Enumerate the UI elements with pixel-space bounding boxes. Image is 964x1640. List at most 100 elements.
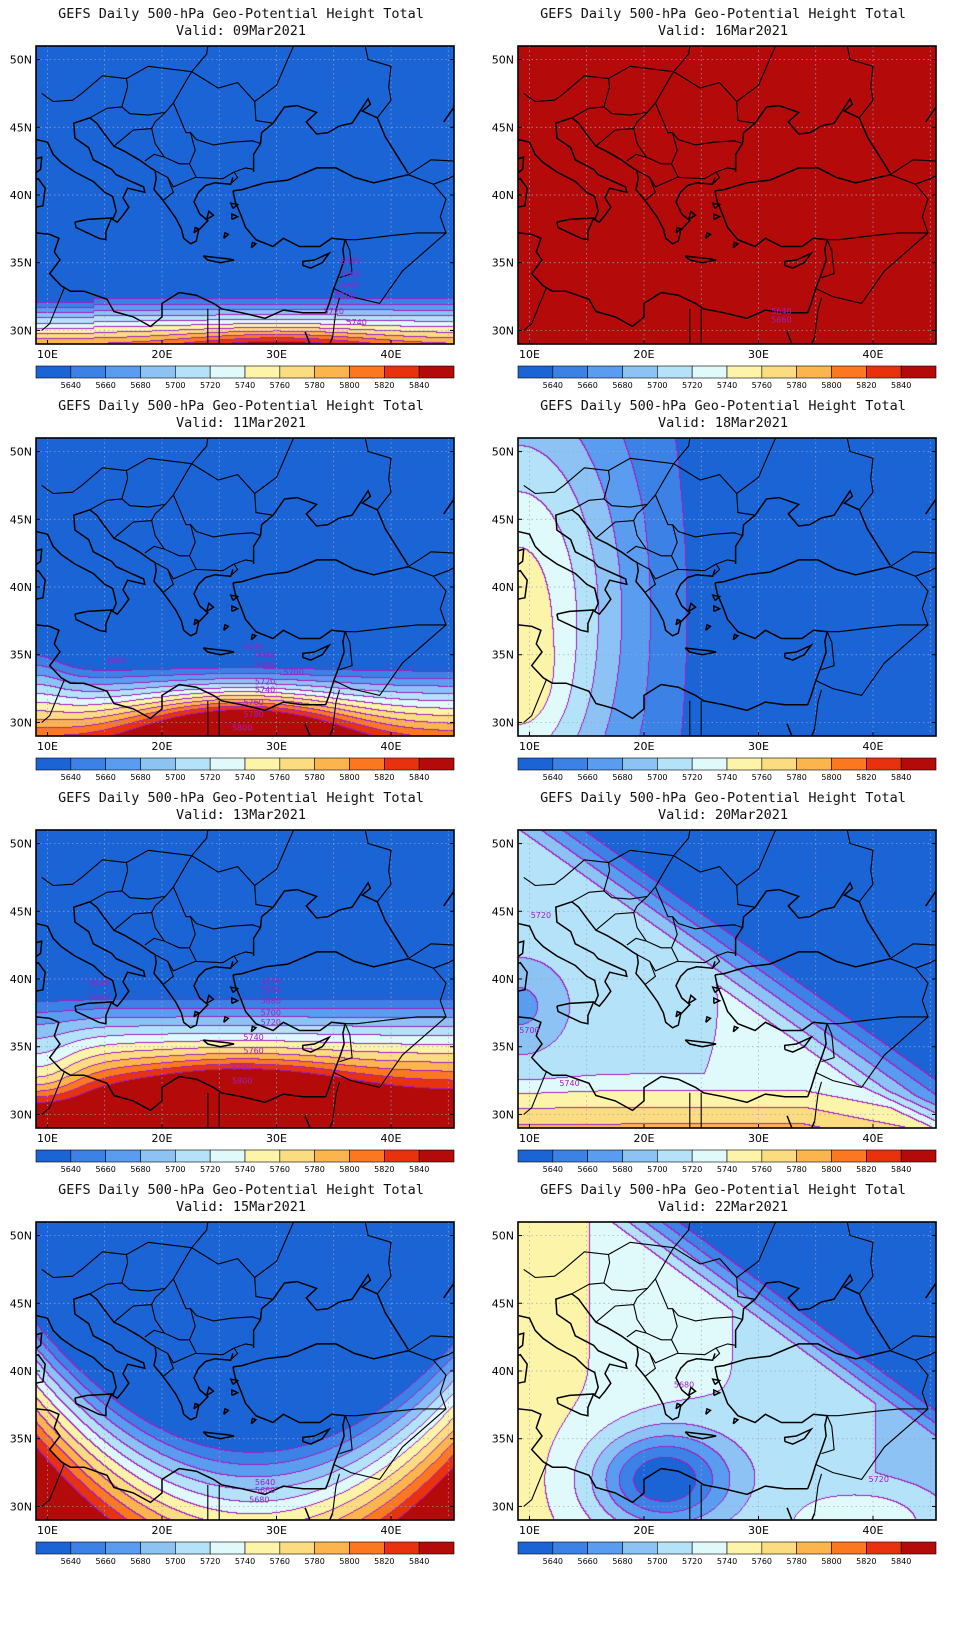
colorbar-label: 5640 [543,773,563,782]
colorbar-label: 5680 [612,1557,632,1566]
coastline [232,1366,347,1490]
country-border [821,631,835,671]
lat-label: 45N [492,121,514,134]
contour-label: 5720 [324,307,344,316]
lat-label: 30N [10,1108,32,1121]
lon-label: 40E [863,740,884,753]
coastline [714,1366,829,1490]
colorbar-label: 5820 [856,1165,876,1174]
country-border [364,830,392,903]
coastline [36,548,43,566]
colorbar-swatch [691,365,728,379]
country-border [339,1023,353,1063]
colorbar-swatch [70,1541,106,1555]
height-field-shading [518,438,936,736]
coastline [250,1417,258,1425]
colorbar-swatch [105,757,141,771]
contour-label: 5720 [261,1018,281,1027]
country-border [626,545,647,554]
colorbar-swatch [35,1541,72,1555]
colorbar-swatch [587,365,623,379]
coastline [302,1427,332,1445]
colorbar-swatch [244,1149,281,1163]
country-border [407,943,454,960]
panel-title: GEFS Daily 500-hPa Geo-Potential Height … [540,790,906,806]
colorbar-swatch [349,1149,385,1163]
country-border [188,916,254,964]
country-border [846,1222,874,1295]
colorbar-label: 5680 [612,381,632,390]
contour-label: 5800 [232,1076,252,1085]
coastline [518,940,525,958]
country-border [144,545,165,554]
colorbar-swatch [209,365,246,379]
coastline [571,509,716,637]
colorbar-swatch [866,365,902,379]
panel-title: GEFS Daily 500-hPa Geo-Potential Height … [540,6,906,22]
country-border [41,678,66,723]
colorbar-label: 5800 [339,773,359,782]
coastline [713,1388,722,1397]
colorbar-label: 5640 [543,1165,563,1174]
panel-title: GEFS Daily 500-hPa Geo-Potential Height … [58,790,424,806]
contour-label: 5740 [255,686,275,695]
colorbar-label: 5660 [577,773,597,782]
country-border [603,1254,611,1284]
contour-label: 5660 [255,1486,275,1495]
colorbar-swatch [418,1149,455,1163]
contour-label: 5660 [771,315,791,324]
colorbar-swatch [866,1149,902,1163]
colorbar-label: 5760 [752,1165,772,1174]
colorbar-label: 5740 [717,381,737,390]
lon-label: 40E [381,1132,402,1145]
coastline [89,509,234,637]
lon-label: 30E [266,348,287,361]
panel-title: GEFS Daily 500-hPa Geo-Potential Height … [58,1182,424,1198]
colorbar-label: 5680 [612,1165,632,1174]
lat-label: 50N [492,54,514,67]
colorbar-label: 5840 [891,1165,911,1174]
coastline [471,546,482,584]
country-border [162,177,175,201]
lat-label: 30N [492,324,514,337]
colorbar-swatch [175,365,211,379]
contour-label: 5640 [255,1478,275,1487]
coastline [193,226,201,234]
height-field-shading [36,438,454,736]
coastline [711,594,722,602]
coastline [231,604,240,613]
coastline [202,255,235,264]
colorbar-swatch [279,1541,315,1555]
coastline [252,881,409,958]
coastline [518,569,528,600]
lon-label: 20E [151,740,172,753]
panel-valid-date: Valid: 11Mar2021 [175,415,307,431]
contour-label: 5640 [771,307,791,316]
colorbar-label: 5800 [339,381,359,390]
coastline [734,881,891,958]
coastline [518,177,528,208]
colorbar-label: 5680 [130,773,150,782]
lon-label: 40E [381,1524,402,1537]
country-border [827,624,928,633]
contour-label: 5760 [243,698,263,707]
colorbar-swatch [900,757,937,771]
coastline [687,601,697,613]
colorbar-swatch [726,1149,763,1163]
colorbar-swatch [349,1541,385,1555]
coastline [36,1332,43,1350]
coastline [518,509,628,616]
colorbar-swatch [796,1541,832,1555]
coastline [205,209,215,221]
country-border [433,174,454,185]
country-border [915,1350,936,1361]
colorbar-swatch [900,365,937,379]
country-border [523,438,691,495]
coastline [732,1025,740,1033]
lat-label: 45N [10,121,32,134]
lat-label: 40N [492,1365,514,1378]
country-border [41,286,66,331]
colorbar-swatch [105,365,141,379]
country-border [603,470,611,500]
lon-label: 40E [863,1132,884,1145]
